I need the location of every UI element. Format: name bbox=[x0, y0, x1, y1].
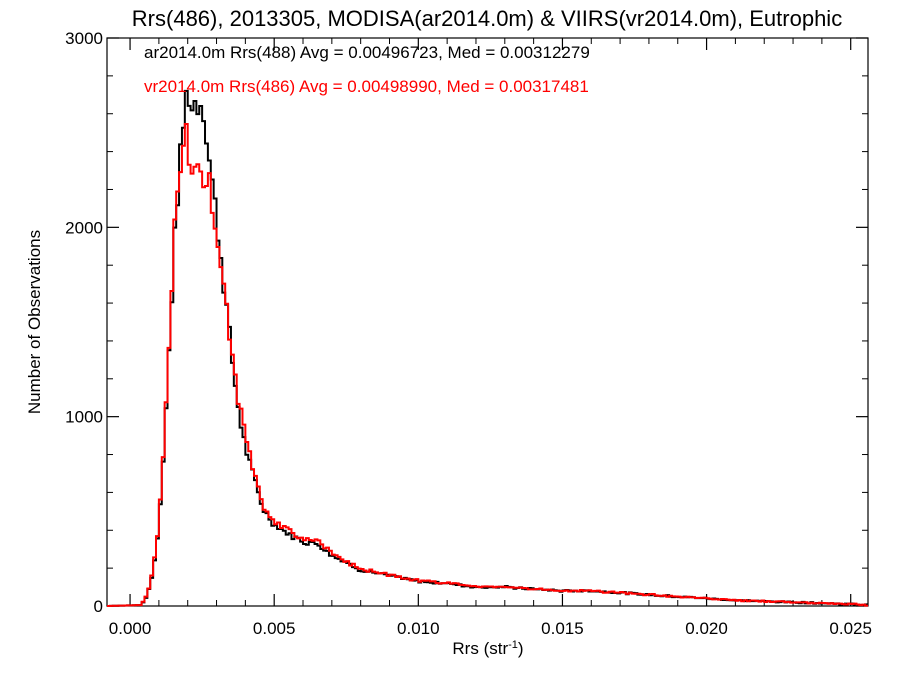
legend-entry-modisa: ar2014.0m Rrs(488) Avg = 0.00496723, Med… bbox=[144, 43, 590, 62]
y-tick-label: 1000 bbox=[65, 408, 103, 427]
x-axis-label-main: Rrs (str bbox=[452, 639, 508, 658]
y-tick-labels: 0 1000 2000 3000 bbox=[65, 29, 103, 616]
plot-frame bbox=[106, 37, 869, 607]
x-axis-label-superscript: -1 bbox=[508, 639, 518, 651]
axis-ticks bbox=[107, 37, 868, 607]
legend-entry-viirs: vr2014.0m Rrs(486) Avg = 0.00498990, Med… bbox=[144, 77, 589, 96]
y-tick-label: 0 bbox=[94, 597, 103, 616]
x-tick-label: 0.020 bbox=[685, 619, 728, 638]
x-axis-label-end: ) bbox=[518, 639, 524, 658]
x-tick-label: 0.015 bbox=[541, 619, 584, 638]
series-layer bbox=[107, 89, 868, 607]
series-line-0 bbox=[107, 89, 868, 607]
x-tick-label: 0.025 bbox=[829, 619, 872, 638]
x-tick-label: 0.005 bbox=[253, 619, 296, 638]
x-axis-label: Rrs (str-1) bbox=[452, 639, 523, 658]
x-tick-labels: 0.000 0.005 0.010 0.015 0.020 0.025 bbox=[109, 619, 872, 638]
x-tick-label: 0.010 bbox=[397, 619, 440, 638]
series-line-1 bbox=[107, 122, 868, 607]
y-tick-label: 2000 bbox=[65, 218, 103, 237]
y-tick-label: 3000 bbox=[65, 29, 103, 48]
x-tick-label: 0.000 bbox=[109, 619, 152, 638]
y-axis-label: Number of Observations bbox=[25, 230, 44, 414]
chart-title: Rrs(486), 2013305, MODISA(ar2014.0m) & V… bbox=[132, 6, 842, 31]
